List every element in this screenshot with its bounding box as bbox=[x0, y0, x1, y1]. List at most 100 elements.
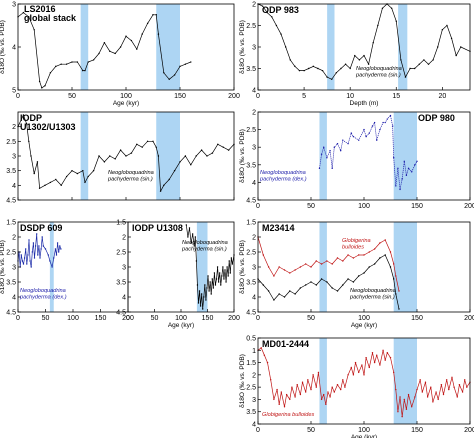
data-point bbox=[278, 293, 280, 295]
y-tick-label: 1.5 bbox=[246, 220, 256, 227]
panel-title: LS2016 global stack bbox=[24, 4, 77, 23]
x-axis-label: Age (kyr) bbox=[351, 322, 377, 329]
data-point bbox=[409, 67, 411, 70]
x-tick-label: 100 bbox=[358, 203, 370, 210]
data-point bbox=[220, 284, 222, 286]
data-point bbox=[358, 254, 360, 256]
data-point bbox=[318, 167, 321, 170]
data-point bbox=[184, 155, 187, 157]
data-point bbox=[379, 242, 381, 244]
data-point bbox=[340, 67, 342, 70]
y-tick-label: 1 bbox=[252, 348, 256, 355]
data-point bbox=[342, 260, 344, 262]
data-point bbox=[307, 67, 310, 70]
data-point bbox=[26, 263, 28, 265]
panel-title: MD01-2444 bbox=[262, 339, 309, 349]
data-point bbox=[103, 161, 106, 163]
data-point bbox=[65, 63, 68, 65]
data-point bbox=[28, 239, 30, 241]
y-tick-label: 3.5 bbox=[116, 280, 126, 287]
data-point bbox=[352, 281, 355, 283]
y-tick-label: 4.5 bbox=[6, 198, 16, 205]
species-label: Neogloboquadrina pachyderma (dex.) bbox=[259, 170, 307, 183]
data-point bbox=[329, 396, 331, 398]
panel-title: DSDP 609 bbox=[20, 223, 62, 233]
data-point bbox=[185, 224, 187, 226]
data-point bbox=[384, 359, 386, 361]
data-point bbox=[342, 284, 344, 286]
data-point bbox=[194, 236, 197, 238]
data-point bbox=[315, 284, 317, 286]
data-point bbox=[294, 396, 296, 398]
y-tick-label: 2.5 bbox=[6, 250, 16, 257]
data-point bbox=[299, 287, 302, 289]
y-tick-label: 4 bbox=[252, 88, 256, 95]
data-point bbox=[299, 266, 302, 268]
data-point bbox=[42, 245, 44, 247]
data-point bbox=[336, 142, 339, 145]
data-point bbox=[273, 398, 275, 401]
data-point bbox=[430, 386, 432, 388]
data-point bbox=[283, 296, 286, 298]
shaded-interval-1 bbox=[156, 112, 180, 200]
y-tick-label: 3.5 bbox=[246, 280, 256, 287]
data-point bbox=[34, 245, 37, 247]
data-point bbox=[32, 242, 35, 244]
data-point bbox=[25, 123, 28, 125]
data-point bbox=[173, 74, 176, 76]
shaded-interval-0 bbox=[80, 4, 89, 90]
data-point bbox=[305, 263, 307, 265]
data-point bbox=[315, 260, 317, 262]
data-point bbox=[367, 63, 370, 65]
data-point bbox=[424, 381, 427, 383]
data-point bbox=[333, 146, 336, 148]
data-point bbox=[379, 128, 381, 131]
x-tick-label: 50 bbox=[307, 203, 315, 210]
data-point bbox=[363, 374, 365, 376]
y-tick-label: 4 bbox=[12, 295, 16, 302]
data-point bbox=[190, 61, 192, 63]
x-tick-label: 200 bbox=[464, 315, 474, 322]
x-tick-label: 50 bbox=[151, 315, 159, 322]
x-tick-label: 150 bbox=[411, 427, 423, 434]
data-point bbox=[221, 275, 223, 277]
data-point bbox=[326, 281, 328, 283]
x-axis-label: Depth (m) bbox=[350, 100, 379, 107]
x-tick-label: 200 bbox=[228, 315, 240, 322]
data-point bbox=[376, 354, 378, 356]
data-point bbox=[339, 388, 342, 391]
data-point bbox=[354, 361, 357, 364]
series-line-0 bbox=[17, 233, 62, 268]
y-tick-label: 2.5 bbox=[246, 127, 256, 134]
data-point bbox=[184, 63, 187, 65]
data-point bbox=[437, 46, 439, 48]
data-point bbox=[217, 143, 219, 145]
data-point bbox=[423, 59, 425, 61]
data-point bbox=[65, 175, 68, 178]
data-point bbox=[303, 69, 305, 72]
data-point bbox=[87, 61, 89, 63]
data-point bbox=[339, 150, 342, 152]
data-point bbox=[361, 364, 363, 366]
y-axis-label: δ18O (‰ vs. PDB) bbox=[0, 20, 6, 74]
data-point bbox=[211, 278, 213, 280]
x-tick-label: 0 bbox=[256, 315, 260, 322]
data-point bbox=[373, 361, 376, 364]
data-point bbox=[47, 254, 49, 256]
data-point bbox=[365, 356, 367, 359]
data-point bbox=[349, 67, 351, 70]
data-point bbox=[289, 59, 291, 61]
data-point bbox=[441, 29, 444, 31]
data-point bbox=[323, 393, 325, 396]
data-point bbox=[401, 415, 403, 418]
data-point bbox=[278, 403, 280, 406]
data-point bbox=[299, 393, 302, 396]
data-point bbox=[403, 398, 405, 401]
data-point bbox=[411, 171, 413, 173]
x-tick-label: 100 bbox=[175, 315, 187, 322]
data-point bbox=[397, 411, 399, 413]
data-point bbox=[320, 278, 323, 280]
data-point bbox=[227, 275, 229, 277]
series-line-0 bbox=[257, 347, 471, 417]
